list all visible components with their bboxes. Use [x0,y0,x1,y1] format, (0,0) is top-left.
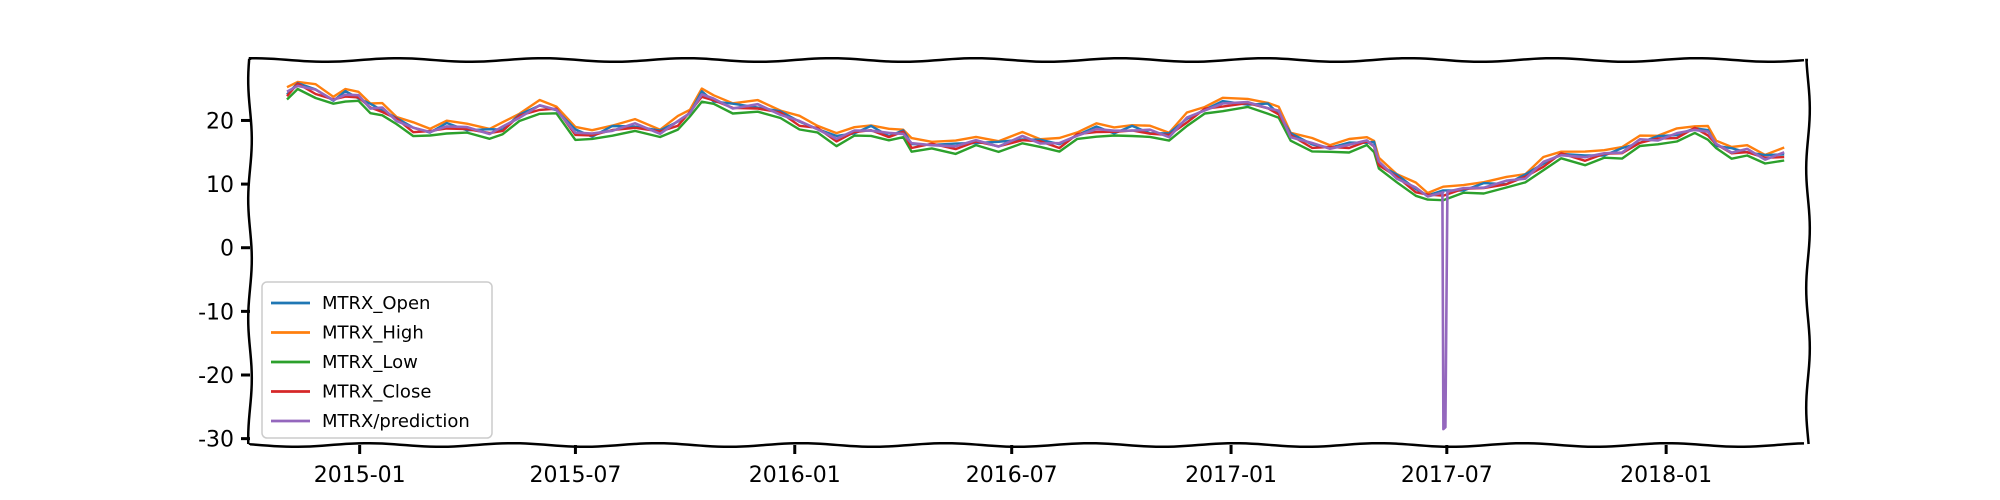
x-tick-label: 2017-01 [1185,463,1277,488]
series-line-mtrx-low [286,87,1785,202]
x-tick-label: 2016-01 [749,463,841,488]
y-tick-label: 20 [206,109,234,134]
frame-bottom [248,441,1805,449]
y-tick-label: 0 [220,237,234,262]
frame-left [246,58,254,445]
x-tick-label: 2018-01 [1620,463,1712,488]
x-tick-label: 2016-07 [966,463,1058,488]
legend-label: MTRX_High [322,323,424,344]
legend-label: MTRX/prediction [322,411,470,432]
y-tick-label: -30 [198,428,234,453]
legend: MTRX_Open MTRX_High MTRX_Low MTRX_Close MTRX… [261,281,493,439]
x-tick-label: 2017-07 [1401,463,1493,488]
y-tick-label: -20 [198,364,234,389]
x-tick-label: 2015-07 [529,463,621,488]
series-line-mtrx-prediction [286,84,1785,431]
legend-label: MTRX_Close [322,382,431,403]
x-axis: 2015-01 2015-07 2016-01 2016-07 2017-01 2017-… [314,445,1712,488]
y-axis: 20 10 0 -10 -20 -30 [198,109,250,453]
series-line-mtrx-open [286,81,1785,197]
frame-right [1804,58,1812,445]
plot-frame [246,56,1812,449]
frame-top [248,56,1805,64]
legend-label: MTRX_Low [322,352,418,373]
series-line-mtrx-close [286,82,1785,197]
legend-box [261,281,493,439]
series-layer [286,80,1785,431]
x-tick-label: 2015-01 [314,463,406,488]
series-line-mtrx-high [286,80,1785,195]
y-tick-label: 10 [206,173,234,198]
legend-label: MTRX_Open [322,293,430,314]
y-tick-label: -10 [198,300,234,325]
